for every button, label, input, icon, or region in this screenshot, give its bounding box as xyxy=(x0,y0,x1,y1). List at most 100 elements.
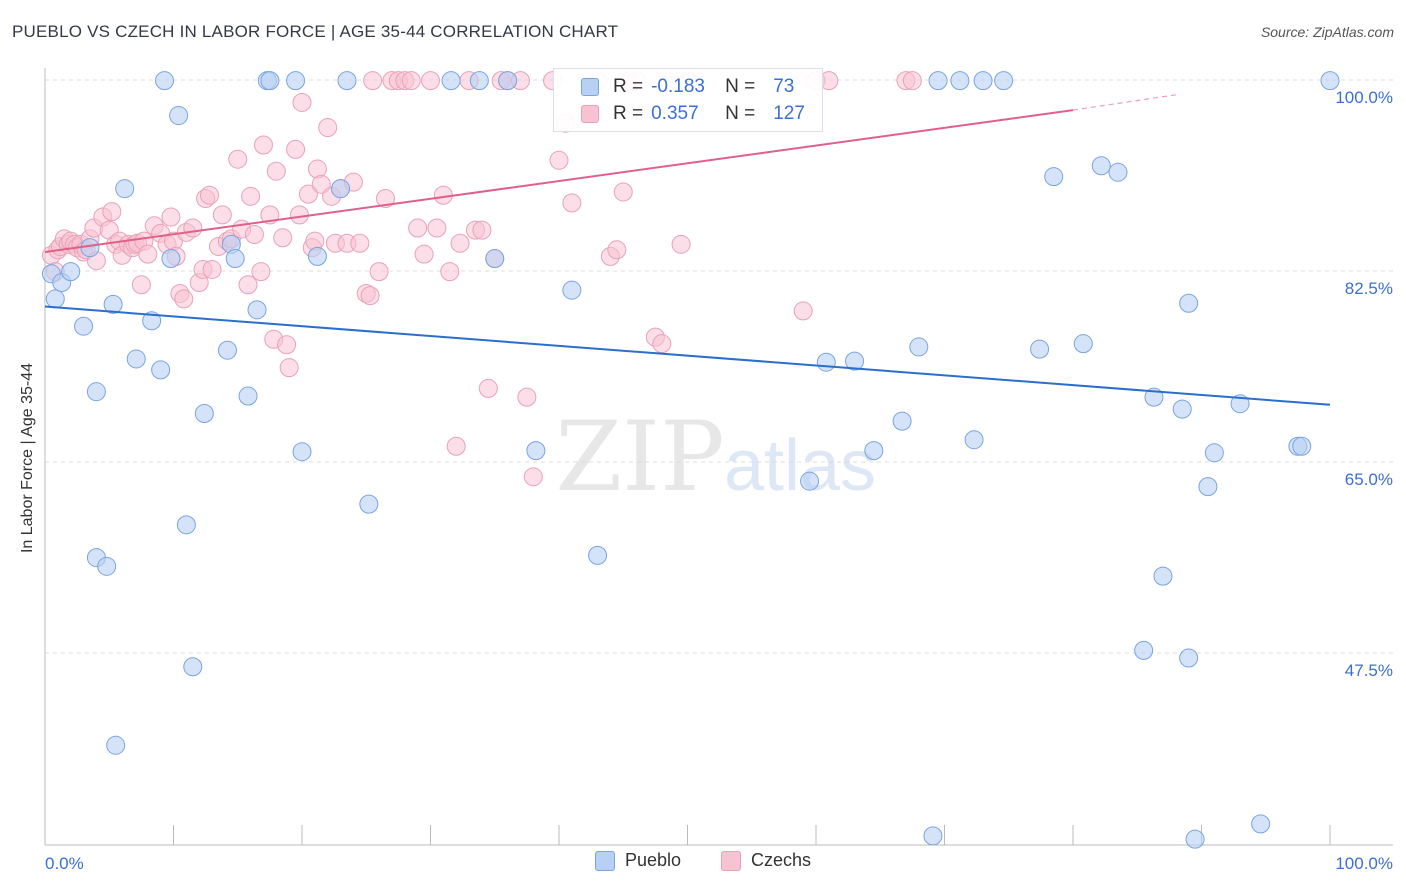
pueblo-n-value: 73 xyxy=(773,76,795,97)
axes xyxy=(44,68,1393,846)
czech-point xyxy=(793,301,813,321)
pueblo-point xyxy=(61,262,81,282)
czech-point xyxy=(350,233,370,253)
pueblo-point xyxy=(238,386,258,406)
czech-point xyxy=(251,262,271,282)
pueblo-point xyxy=(498,71,518,91)
trend-lines xyxy=(44,94,1331,406)
pueblo-point xyxy=(115,179,135,199)
pueblo-point xyxy=(1179,648,1199,668)
watermark-atlas: atlas xyxy=(724,426,876,506)
legend-item-pueblo[interactable]: Pueblo xyxy=(594,850,682,871)
pueblo-point xyxy=(526,441,546,461)
czech-r-value: 0.357 xyxy=(651,103,699,124)
pueblo-point xyxy=(1198,477,1218,497)
czech-point xyxy=(446,436,466,456)
pueblo-point xyxy=(485,249,505,269)
czech-point xyxy=(228,149,248,169)
legend-czech-swatch xyxy=(721,850,742,871)
pueblo-point xyxy=(176,515,196,535)
pueblo-point xyxy=(928,71,948,91)
legend-pueblo-swatch xyxy=(594,850,615,871)
pueblo-point xyxy=(1153,566,1173,586)
pueblo-point xyxy=(142,311,162,331)
pueblo-point xyxy=(964,430,984,450)
czech-point xyxy=(202,259,222,279)
czech-point xyxy=(292,92,312,112)
tick-labels: 100.0% 82.5% 65.0% 47.5% 0.0% 100.0% xyxy=(45,88,1393,873)
pueblo-points xyxy=(41,71,1340,849)
pueblo-point xyxy=(307,246,327,266)
pueblo-r-value: -0.183 xyxy=(651,76,705,97)
pueblo-point xyxy=(225,249,245,269)
legend-czech-label: Czechs xyxy=(751,850,812,870)
czech-n-value: 127 xyxy=(773,103,805,124)
pueblo-point xyxy=(151,360,171,380)
czech-point xyxy=(298,184,318,204)
y-tick-label: 100.0% xyxy=(1335,88,1393,107)
pueblo-trend-line xyxy=(44,305,1331,406)
pueblo-point xyxy=(1179,293,1199,313)
y-tick-label: 82.5% xyxy=(1345,279,1393,298)
pueblo-point xyxy=(1204,443,1224,463)
legend-item-czech[interactable]: Czechs xyxy=(721,850,811,871)
czech-point xyxy=(244,225,264,245)
gridlines xyxy=(45,79,1395,654)
czech-point xyxy=(613,182,633,202)
czech-point xyxy=(102,202,122,222)
pueblo-point xyxy=(994,71,1014,91)
pueblo-point xyxy=(973,71,993,91)
pueblo-point xyxy=(909,337,929,357)
y-tick-label: 65.0% xyxy=(1345,470,1393,489)
czech-trend-extension xyxy=(1072,94,1176,111)
czech-point xyxy=(131,275,151,295)
pueblo-point xyxy=(359,494,379,514)
czech-point xyxy=(478,378,498,398)
pueblo-r-label: R = xyxy=(613,76,644,97)
pueblo-point xyxy=(1251,814,1271,834)
pueblo-point xyxy=(292,442,312,462)
czech-point xyxy=(212,205,232,225)
czech-point xyxy=(266,161,286,181)
czech-point xyxy=(286,139,306,159)
legend-pueblo-label: Pueblo xyxy=(624,850,682,870)
czech-point xyxy=(241,186,261,206)
pueblo-point xyxy=(441,71,461,91)
pueblo-point xyxy=(247,300,267,320)
pueblo-point xyxy=(106,735,126,755)
czech-point xyxy=(450,233,470,253)
czech-point xyxy=(277,335,297,355)
pueblo-point xyxy=(588,545,608,565)
pueblo-point xyxy=(1073,334,1093,354)
pueblo-point xyxy=(845,351,865,371)
pueblo-point xyxy=(1320,71,1340,91)
czech-swatch xyxy=(581,105,599,123)
czech-point xyxy=(427,218,447,238)
pueblo-point xyxy=(1091,156,1111,176)
czech-point xyxy=(273,228,293,248)
pueblo-point xyxy=(161,249,181,269)
pueblo-point xyxy=(1030,339,1050,359)
czech-point xyxy=(440,262,460,282)
czech-point xyxy=(318,118,338,138)
pueblo-point xyxy=(950,71,970,91)
y-tick-label: 47.5% xyxy=(1345,661,1393,680)
czech-point xyxy=(161,207,181,227)
pueblo-point xyxy=(74,316,94,336)
czech-point xyxy=(421,71,440,91)
pueblo-point xyxy=(97,556,117,576)
czech-point xyxy=(199,185,219,205)
czech-point xyxy=(376,189,396,209)
pueblo-point xyxy=(260,71,280,91)
stats-row-czech: R = 0.357 N = 127 xyxy=(554,101,805,127)
watermark: ZIP atlas xyxy=(555,401,876,513)
pueblo-point xyxy=(194,404,214,424)
pueblo-point xyxy=(331,179,351,199)
pueblo-point xyxy=(155,71,175,91)
pueblo-point xyxy=(337,71,357,91)
pueblo-point xyxy=(183,657,203,677)
pueblo-point xyxy=(864,441,884,461)
pueblo-point xyxy=(469,71,489,91)
pueblo-point xyxy=(1108,162,1128,182)
czech-point xyxy=(289,205,309,225)
